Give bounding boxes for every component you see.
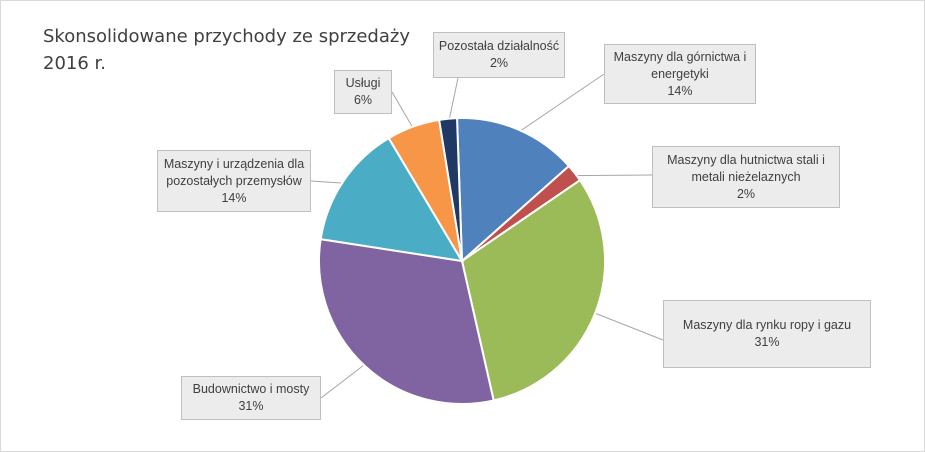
data-label-maszyny-dla-hutnictwa-stali-i-metali-niezelaznych: Maszyny dla hutnictwa stali i metali nież… <box>652 146 840 208</box>
data-label-text: metali nieżelaznych <box>691 169 801 184</box>
chart-title-line-1: Skonsolidowane przychody ze sprzedaży <box>43 26 410 47</box>
data-label-text: Pozostała działalność <box>438 39 560 53</box>
data-label-text: Maszyny dla rynku ropy i gazu <box>682 318 852 332</box>
data-label-text: Budownictwo i mosty <box>192 382 310 396</box>
data-label-text: Maszyny dla górnictwa i <box>613 49 747 64</box>
pie-slice-pozostala-dzialalnosc <box>437 117 463 262</box>
data-label-text: Maszyny dla hutnictwa stali i <box>667 152 825 167</box>
leader-line-budownictwo-i-mosty <box>320 362 368 399</box>
data-label-value: 31% <box>238 399 264 413</box>
pie-slices <box>318 117 606 405</box>
leader-line-pozostala-dzialalnosc <box>448 77 459 124</box>
pie-slice-budownictwo-i-mosty <box>318 237 495 405</box>
data-label-text: pozostałych przemysłów <box>166 173 302 188</box>
leader-line-uslugi <box>391 91 416 131</box>
leader-line-maszyny-dla-gornictwa-i-energetyki <box>516 73 605 134</box>
leader-line-maszyny-dla-hutnictwa-stali-i-metali-niezelaznych <box>571 174 653 177</box>
data-label-uslugi: Usługi 6% <box>334 70 392 114</box>
chart-title: Skonsolidowane przychody ze sprzedaży 20… <box>43 23 413 77</box>
data-label-maszyny-i-urzadzenia-dla-pozostalych-przemyslow: Maszyny i urządzenia dla pozostałych prze… <box>157 150 311 212</box>
data-label-value: 6% <box>353 93 373 107</box>
data-label-pozostala-dzialalnosc: Pozostała działalność 2% <box>433 32 565 78</box>
leader-line-maszyny-dla-rynku-ropy-i-gazu <box>590 311 664 341</box>
leader-lines <box>310 73 664 399</box>
chart-title-line-2: 2016 r. <box>43 53 106 74</box>
data-label-budownictwo-i-mosty: Budownictwo i mosty 31% <box>181 376 321 420</box>
data-label-value: 14% <box>221 190 247 205</box>
pie-slice-maszyny-dla-gornictwa-i-energetyki <box>455 117 571 264</box>
data-label-value: 14% <box>667 83 693 98</box>
data-label-maszyny-dla-rynku-ropy-i-gazu: Maszyny dla rynku ropy i gazu 31% <box>663 300 871 368</box>
pie-slice-maszyny-dla-rynku-ropy-i-gazu <box>460 178 606 402</box>
data-label-maszyny-dla-gornictwa-i-energetyki: Maszyny dla górnictwa i energetyki 14% <box>604 44 756 104</box>
data-label-value: 31% <box>754 335 780 349</box>
data-label-text: Usługi <box>345 76 381 90</box>
data-label-text: energetyki <box>651 66 709 81</box>
data-label-value: 2% <box>736 186 756 201</box>
pie-slice-maszyny-i-urzadzenia-dla-pozostalych-przemyslow <box>319 136 464 263</box>
data-label-text: Maszyny i urządzenia dla <box>163 156 305 171</box>
data-label-value: 2% <box>489 56 509 70</box>
